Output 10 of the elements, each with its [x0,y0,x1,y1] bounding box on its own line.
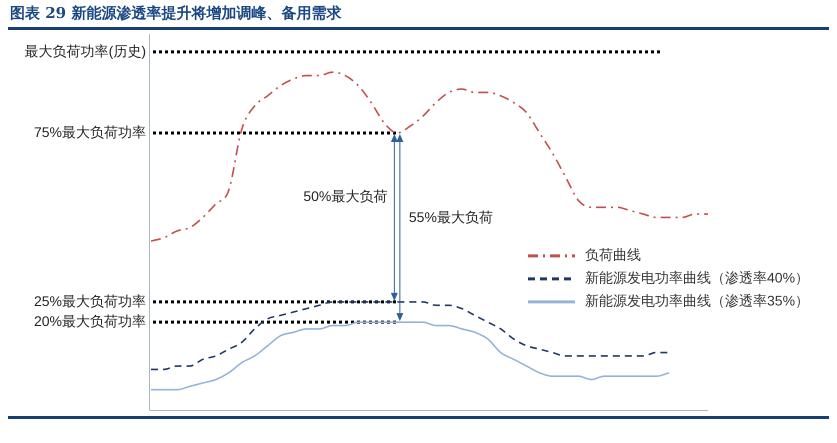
ref-line-label: 75%最大负荷功率 [34,124,146,140]
chart-title: 图表 29 新能源渗透率提升将增加调峰、备用需求 [10,4,342,22]
legend-label: 新能源发电功率曲线（渗透率35%） [585,292,810,309]
annotation: 55%最大负荷 [408,208,493,225]
ref-line-label: 最大负荷功率(历史) [24,42,146,59]
ref-line-label: 20%最大负荷功率 [34,313,146,330]
annotation: 50%最大负荷 [303,188,388,204]
legend-label: 新能源发电功率曲线（渗透率40%） [585,270,810,286]
ref-line-label: 25%最大负荷功率 [34,292,146,309]
legend-label: 负荷曲线 [585,246,641,263]
